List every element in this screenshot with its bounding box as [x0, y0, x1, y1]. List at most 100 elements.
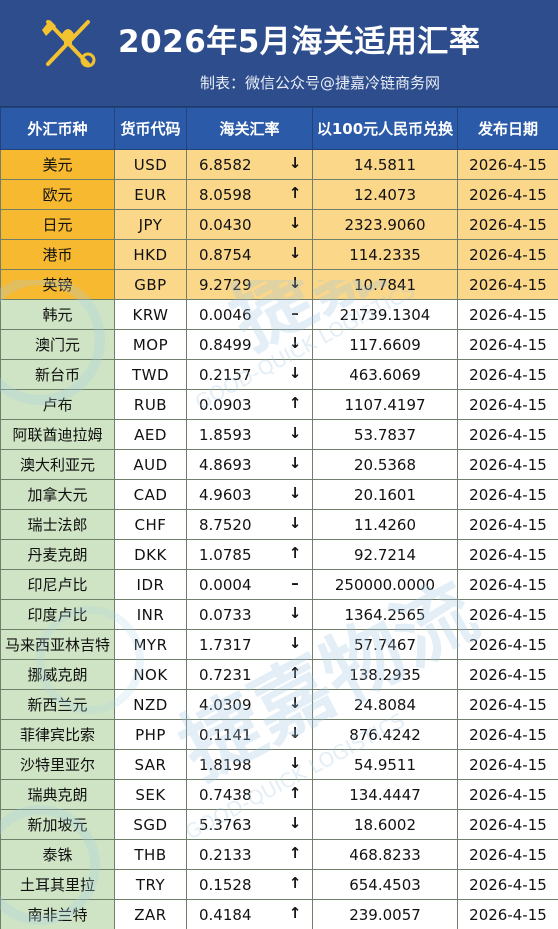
customs-rate: 4.9603 — [199, 485, 252, 504]
currency-code: USD — [114, 149, 187, 180]
currency-code: GBP — [114, 269, 187, 300]
customs-rate-cell: 0.8754 ↓ — [186, 239, 313, 270]
customs-rate: 0.2157 — [199, 365, 252, 384]
publish-date: 2026-4-15 — [457, 599, 558, 630]
customs-rate: 0.4184 — [199, 905, 252, 924]
page-subtitle: 制表：微信公众号@捷嘉冷链商务网 — [200, 74, 441, 92]
publish-date: 2026-4-15 — [457, 149, 558, 180]
table-row: 韩元 KRW 0.0046 –21739.1304 2026-4-15 — [0, 299, 558, 330]
currency-name: 新加坡元 — [0, 809, 115, 840]
table-row: 土耳其里拉 TRY 0.1528 ↑ 654.4503 2026-4-15 — [0, 869, 558, 900]
table-row: 瑞典克朗 SEK 0.7438 ↑ 134.4447 2026-4-15 — [0, 779, 558, 810]
publish-date: 2026-4-15 — [457, 899, 558, 929]
trend-arrow-icon: ↑ — [288, 184, 302, 202]
customs-rate-cell: 0.0430 ↓ — [186, 209, 313, 240]
customs-rate: 0.0733 — [199, 605, 252, 624]
currency-code: AED — [114, 419, 187, 450]
currency-name: 菲律宾比索 — [0, 719, 115, 750]
publish-date: 2026-4-15 — [457, 689, 558, 720]
currency-name: 瑞典克朗 — [0, 779, 115, 810]
publish-date: 2026-4-15 — [457, 239, 558, 270]
currency-code: TRY — [114, 869, 187, 900]
currency-name: 沙特里亚尔 — [0, 749, 115, 780]
currency-code: CAD — [114, 479, 187, 510]
per-100-cny-value: 18.6002 — [312, 809, 458, 840]
table-row: 新加坡元 SGD 5.3763 ↓ 18.6002 2026-4-15 — [0, 809, 558, 840]
per-100-cny-value: 250000.0000 — [312, 569, 458, 600]
customs-rate: 9.2729 — [199, 275, 252, 294]
table-row: 瑞士法郎 CHF 8.7520 ↓ 11.4260 2026-4-15 — [0, 509, 558, 540]
trend-arrow-icon: ↑ — [288, 394, 302, 412]
table-row: 加拿大元 CAD 4.9603 ↓ 20.1601 2026-4-15 — [0, 479, 558, 510]
per-100-cny-value: 53.7837 — [312, 419, 458, 450]
trend-arrow-icon: ↓ — [288, 214, 302, 232]
publish-date: 2026-4-15 — [457, 359, 558, 390]
per-100-cny-value: 468.8233 — [312, 839, 458, 870]
per-100-cny-value: 654.4503 — [312, 869, 458, 900]
customs-rate-cell: 0.0004 – — [186, 569, 313, 600]
currency-code: THB — [114, 839, 187, 870]
customs-rate-cell: 4.0309 ↓ — [186, 689, 313, 720]
publish-date: 2026-4-15 — [457, 329, 558, 360]
per-100-cny-value: 21739.1304 — [312, 299, 458, 330]
table-header-row: 外汇币种 货币代码 海关汇率 以100元人民币兑换 发布日期 — [0, 107, 558, 150]
currency-name: 新西兰元 — [0, 689, 115, 720]
per-100-cny-value: 2323.9060 — [312, 209, 458, 240]
table-row: 丹麦克朗 DKK 1.0785 ↑ 92.7214 2026-4-15 — [0, 539, 558, 570]
currency-name: 瑞士法郎 — [0, 509, 115, 540]
per-100-cny-value: 114.2335 — [312, 239, 458, 270]
per-100-cny-value: 57.7467 — [312, 629, 458, 660]
publish-date: 2026-4-15 — [457, 509, 558, 540]
table-row: 卢布 RUB 0.0903 ↑ 1107.4197 2026-4-15 — [0, 389, 558, 420]
column-header-customs-rate: 海关汇率 — [186, 107, 313, 150]
table-row: 新西兰元 NZD 4.0309 ↓ 24.8084 2026-4-15 — [0, 689, 558, 720]
customs-rate: 0.1141 — [199, 725, 252, 744]
currency-name: 英镑 — [0, 269, 115, 300]
publish-date: 2026-4-15 — [457, 209, 558, 240]
per-100-cny-value: 24.8084 — [312, 689, 458, 720]
trend-arrow-icon: ↓ — [288, 724, 302, 742]
trend-arrow-icon: ↓ — [288, 514, 302, 532]
publish-date: 2026-4-15 — [457, 299, 558, 330]
currency-code: EUR — [114, 179, 187, 210]
publish-date: 2026-4-15 — [457, 539, 558, 570]
publish-date: 2026-4-15 — [457, 839, 558, 870]
trend-arrow-icon: ↓ — [288, 754, 302, 772]
table-row: 港币 HKD 0.8754 ↓ 114.2335 2026-4-15 — [0, 239, 558, 270]
currency-code: TWD — [114, 359, 187, 390]
trend-arrow-icon: ↓ — [288, 274, 302, 292]
table-row: 日元 JPY 0.0430 ↓ 2323.9060 2026-4-15 — [0, 209, 558, 240]
table-row: 欧元 EUR 8.0598 ↑ 12.4073 2026-4-15 — [0, 179, 558, 210]
customs-rate-cell: 8.7520 ↓ — [186, 509, 313, 540]
currency-code: JPY — [114, 209, 187, 240]
per-100-cny-value: 54.9511 — [312, 749, 458, 780]
trend-arrow-icon: ↑ — [288, 874, 302, 892]
customs-rate-cell: 0.7231 ↑ — [186, 659, 313, 690]
currency-name: 土耳其里拉 — [0, 869, 115, 900]
currency-name: 泰铢 — [0, 839, 115, 870]
table-row: 印度卢比 INR 0.0733 ↓ 1364.2565 2026-4-15 — [0, 599, 558, 630]
trend-arrow-icon: ↓ — [288, 334, 302, 352]
customs-rate-cell: 1.8198 ↓ — [186, 749, 313, 780]
publish-date: 2026-4-15 — [457, 809, 558, 840]
publish-date: 2026-4-15 — [457, 389, 558, 420]
table-row: 英镑 GBP 9.2729 ↓ 10.7841 2026-4-15 — [0, 269, 558, 300]
trend-arrow-icon: ↓ — [288, 154, 302, 172]
customs-rate: 4.8693 — [199, 455, 252, 474]
currency-code: MYR — [114, 629, 187, 660]
currency-name: 马来西亚林吉特 — [0, 629, 115, 660]
customs-rate: 0.1528 — [199, 875, 252, 894]
customs-rate: 1.8593 — [199, 425, 252, 444]
currency-name: 印尼卢比 — [0, 569, 115, 600]
table-row: 阿联酋迪拉姆 AED 1.8593 ↓ 53.7837 2026-4-15 — [0, 419, 558, 450]
customs-rate-cell: 0.0046 – — [186, 299, 313, 330]
currency-code: HKD — [114, 239, 187, 270]
customs-rate: 8.7520 — [199, 515, 252, 534]
per-100-cny-value: 876.4242 — [312, 719, 458, 750]
trend-arrow-icon: ↓ — [288, 364, 302, 382]
currency-name: 澳门元 — [0, 329, 115, 360]
page-title: 2026年5月海关适用汇率 — [118, 24, 481, 60]
publish-date: 2026-4-15 — [457, 479, 558, 510]
per-100-cny-value: 11.4260 — [312, 509, 458, 540]
currency-code: SAR — [114, 749, 187, 780]
